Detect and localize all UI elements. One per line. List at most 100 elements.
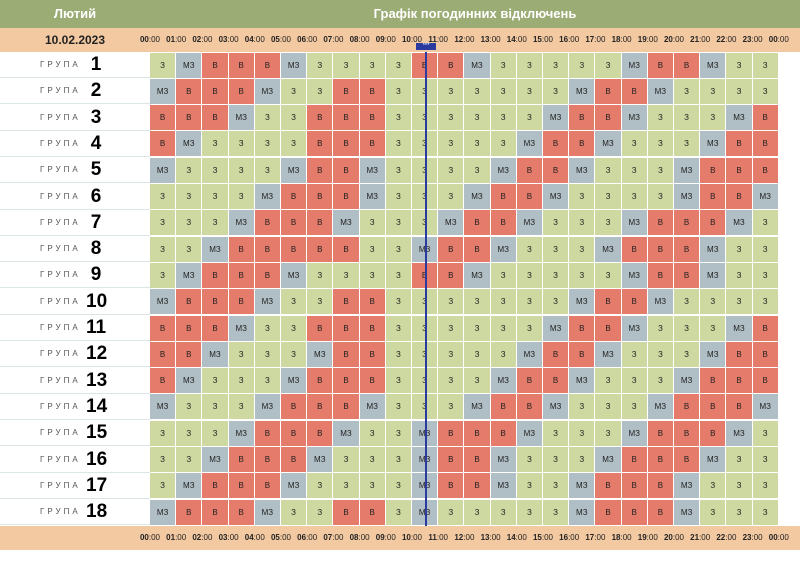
schedule-cell: МЗ — [254, 499, 281, 525]
hour-value: 19 — [637, 533, 647, 542]
schedule-cell: В — [254, 420, 281, 446]
schedule-cell: З — [176, 394, 203, 420]
minute-value: 00 — [622, 533, 632, 542]
schedule-cell: МЗ — [543, 394, 570, 420]
schedule-cell: З — [202, 368, 229, 394]
schedule-cell: З — [333, 447, 360, 472]
schedule-cell: З — [150, 473, 177, 499]
schedule-cell: З — [752, 78, 779, 104]
schedule-title: Графік погодинних відключень — [373, 6, 577, 21]
hour-label: 09:00 — [375, 533, 396, 542]
schedule-cell: З — [569, 236, 596, 262]
schedule-cell: МЗ — [674, 184, 701, 209]
schedule-cell: В — [202, 315, 229, 341]
schedule-cell: МЗ — [726, 105, 753, 131]
schedule-cell: З — [307, 499, 334, 525]
hour-label: 03:00 — [218, 35, 239, 44]
schedule-cell: В — [752, 131, 779, 157]
schedule-cell: З — [254, 105, 281, 131]
minute-value: 00 — [360, 533, 370, 542]
schedule-cell: З — [150, 420, 177, 446]
schedule-cell: МЗ — [228, 315, 255, 341]
schedule-cell: В — [202, 289, 229, 315]
schedule-cell: В — [176, 315, 203, 341]
minute-value: 00 — [151, 533, 161, 542]
schedule-cell: З — [385, 447, 412, 472]
minute-value: 00 — [177, 35, 187, 44]
schedule-cell: В — [674, 236, 701, 262]
schedule-cell: З — [543, 52, 570, 78]
schedule-cell: В — [647, 236, 674, 262]
schedule-cell: МЗ — [228, 210, 255, 236]
schedule-cell: В — [700, 420, 727, 446]
hour-value: 06 — [297, 533, 307, 542]
schedule-cell: З — [726, 52, 753, 78]
time-axis-top: 10.02.2023 00:00 01:00 02:00 03:00 04:00 05:0… — [0, 28, 800, 52]
schedule-cell: В — [726, 341, 753, 367]
schedule-cell: З — [281, 315, 308, 341]
schedule-cell: МЗ — [595, 341, 622, 367]
minute-value: 00 — [308, 533, 318, 542]
hour-value: 00 — [139, 533, 149, 542]
schedule-cell: В — [674, 210, 701, 236]
schedule-cell: З — [202, 394, 229, 420]
group-row-label: ГРУПА 11 — [0, 315, 150, 341]
hour-label: 17:00 — [585, 533, 606, 542]
schedule-cell: З — [438, 78, 465, 104]
hour-label: 06:00 — [297, 533, 318, 542]
schedule-cell: З — [516, 78, 543, 104]
schedule-cell: МЗ — [150, 394, 177, 420]
minute-value: 00 — [544, 533, 554, 542]
hour-label: 20:00 — [663, 35, 685, 44]
schedule-cell: В — [647, 420, 674, 446]
group-row-label: ГРУПА 4 — [0, 131, 150, 157]
schedule-cell: З — [176, 420, 203, 446]
schedule-cell: З — [752, 52, 779, 78]
minute-value: 00 — [779, 533, 789, 542]
hour-value: 00 — [768, 35, 778, 44]
schedule-cell: В — [359, 341, 386, 367]
group-row-label: ГРУПА 12 — [0, 341, 150, 368]
hour-value: 18 — [611, 533, 621, 542]
schedule-cell: В — [359, 78, 386, 104]
schedule-cell: В — [674, 447, 701, 472]
minute-value: 00 — [255, 533, 265, 542]
minute-value: 00 — [517, 533, 527, 542]
schedule-cell: З — [359, 262, 386, 288]
group-word: ГРУПА — [40, 507, 81, 517]
schedule-cell: В — [228, 236, 255, 262]
schedule-cell: З — [621, 341, 648, 367]
schedule-cell: З — [595, 420, 622, 446]
schedule-cell: З — [543, 499, 570, 525]
group-row-label: ГРУПА 8 — [0, 236, 150, 263]
hour-label: 04:00 — [244, 35, 265, 44]
schedule-cell: З — [359, 236, 386, 262]
schedule-cell: МЗ — [595, 131, 622, 157]
schedule-cell: В — [359, 105, 386, 131]
schedule-cell: В — [595, 105, 622, 131]
hour-value: 22 — [716, 533, 726, 542]
schedule-cell: В — [674, 394, 701, 420]
schedule-cell: В — [543, 157, 570, 183]
schedule-cell: МЗ — [359, 394, 386, 420]
schedule-cell: МЗ — [281, 52, 308, 78]
schedule-cell: В — [595, 315, 622, 341]
hour-value: 14 — [506, 35, 516, 44]
group-word: ГРУПА — [40, 428, 81, 438]
schedule-cell: З — [543, 78, 570, 104]
schedule-cell: З — [543, 210, 570, 236]
schedule-cell: В — [647, 447, 674, 472]
schedule-cell: З — [254, 131, 281, 157]
group-number: 1 — [90, 54, 102, 75]
schedule-cell: В — [254, 262, 281, 288]
schedule-cell: З — [516, 289, 543, 315]
schedule-cell: МЗ — [569, 368, 596, 394]
minute-value: 00 — [413, 35, 423, 44]
schedule-cell: З — [150, 210, 177, 236]
group-row-label: ГРУПА 10 — [0, 289, 150, 315]
hour-label: 00:00 — [139, 35, 161, 44]
schedule-cell: МЗ — [490, 236, 517, 262]
schedule-cell: В — [333, 368, 360, 394]
schedule-cell: В — [307, 105, 334, 131]
group-number: 11 — [86, 317, 107, 338]
